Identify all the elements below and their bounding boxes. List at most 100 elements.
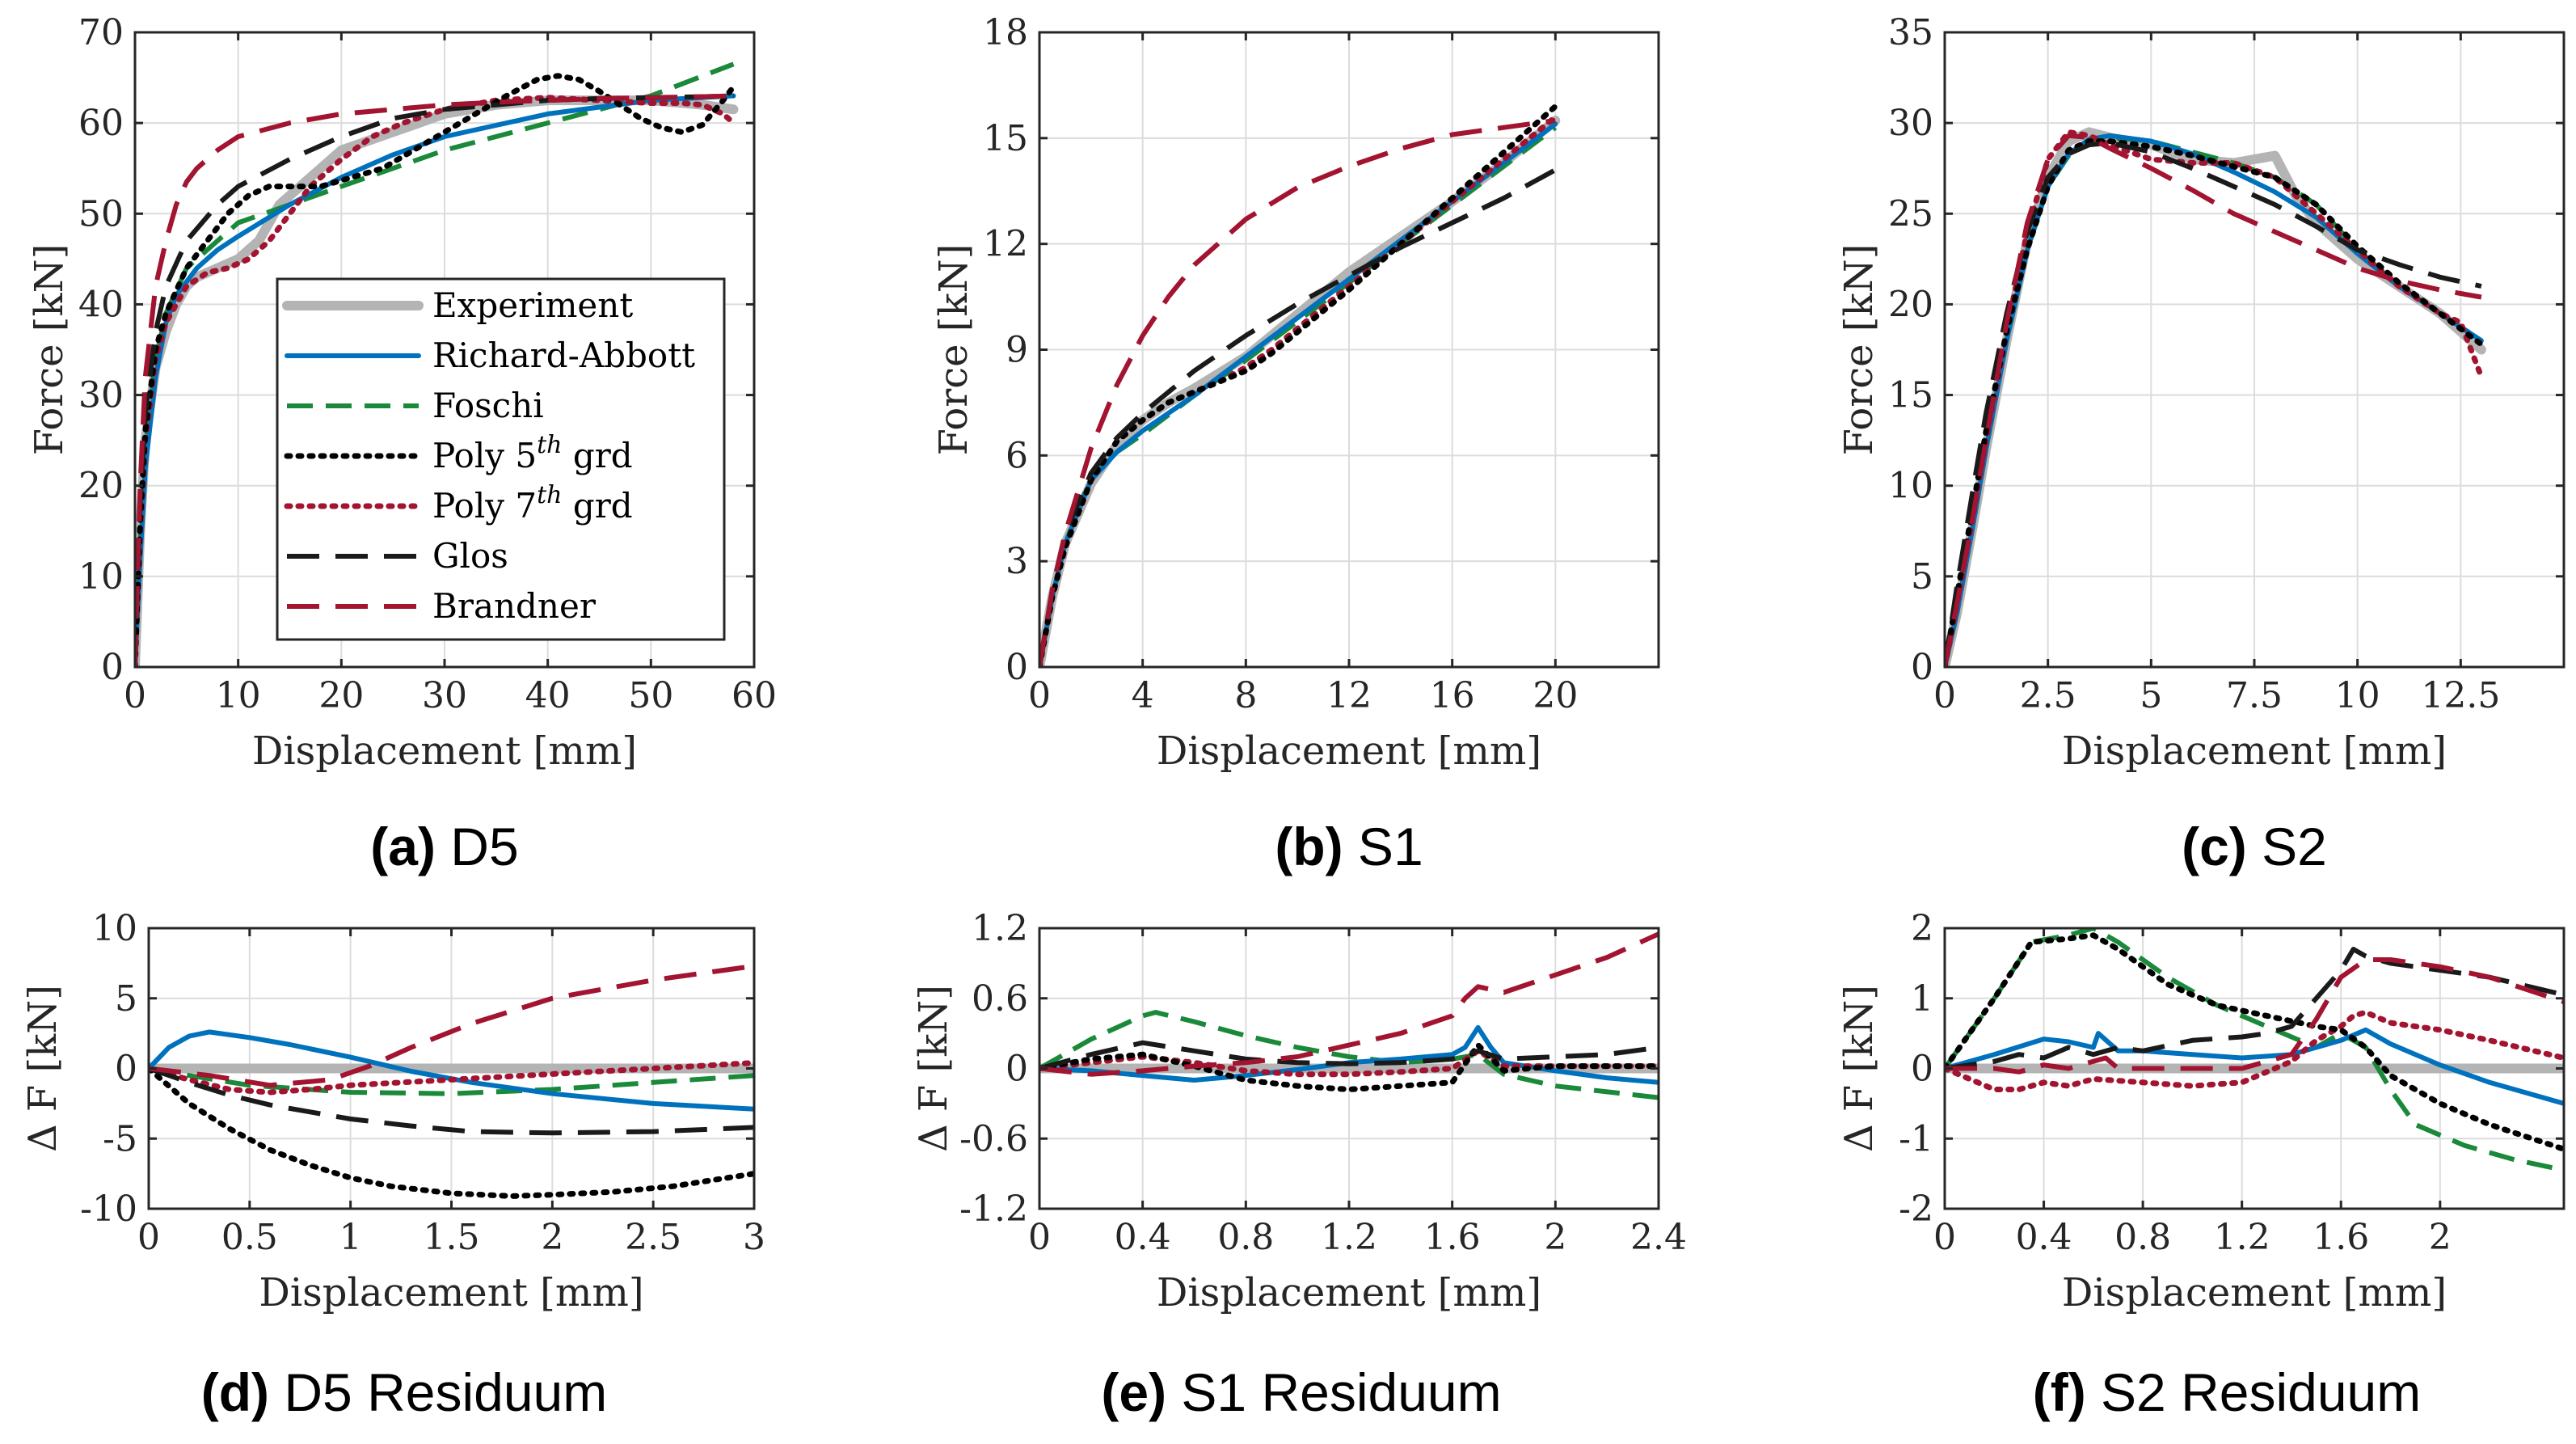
panel-a-d5: 0 10 20 30 40 50 60 0 10 20 30 40 50 60 70 Displacement… bbox=[27, 12, 777, 876]
y-tick-label: 10 bbox=[92, 908, 137, 949]
x-tick-label: 1 bbox=[339, 1217, 362, 1258]
x-tick-label: 1.2 bbox=[2214, 1217, 2270, 1258]
y-tick-label: 25 bbox=[1888, 193, 1933, 234]
series-line-foschi bbox=[149, 1066, 754, 1096]
y-tick-label: 15 bbox=[1888, 375, 1933, 416]
series-line-poly5 bbox=[1945, 138, 2485, 667]
caption-text: S2 bbox=[2247, 817, 2327, 876]
x-axis-label: Displacement [mm] bbox=[1157, 1270, 1541, 1315]
y-tick-label: 1 bbox=[1911, 978, 1933, 1020]
x-tick-label: 0.5 bbox=[221, 1217, 278, 1258]
x-tick-label: 0 bbox=[1933, 1217, 1956, 1258]
y-tick-label: 10 bbox=[78, 556, 124, 597]
x-tick-label: 20 bbox=[318, 675, 364, 716]
x-tick-label: 0 bbox=[1028, 1217, 1051, 1258]
x-axis-label: Displacement [mm] bbox=[252, 728, 637, 774]
series-line-poly5 bbox=[135, 73, 736, 667]
panel-e-s1-residuum: 0 0.4 0.8 1.2 1.6 2 2.4 -1.2 -0.6 0 0.6 1.2 Displace… bbox=[911, 908, 1687, 1422]
y-axis-label: Force [kN] bbox=[1836, 244, 1882, 456]
x-tick-label: 4 bbox=[1132, 675, 1154, 716]
series-line-poly5 bbox=[1945, 932, 2564, 1152]
x-axis-label: Displacement [mm] bbox=[2062, 728, 2447, 774]
y-tick-label: 0 bbox=[1911, 1049, 1933, 1090]
x-tick-label: 2 bbox=[2429, 1217, 2452, 1258]
x-tick-label: 0 bbox=[1028, 675, 1051, 716]
series-line-brandner bbox=[1945, 133, 2482, 667]
caption-text: D5 Residuum bbox=[269, 1362, 607, 1422]
caption-letter: (c) bbox=[2182, 817, 2247, 876]
caption-letter: (a) bbox=[370, 817, 436, 876]
y-tick-label: 18 bbox=[983, 12, 1028, 53]
panel-caption: (c) S2 bbox=[2182, 817, 2327, 876]
series-line-foschi bbox=[1039, 125, 1558, 667]
y-tick-label: 3 bbox=[1006, 541, 1028, 582]
caption-text: S1 bbox=[1343, 817, 1423, 876]
x-tick-label: 3 bbox=[743, 1217, 765, 1258]
x-axis-label: Displacement [mm] bbox=[259, 1270, 643, 1315]
y-tick-label: -0.6 bbox=[959, 1118, 1028, 1159]
x-tick-label: 10 bbox=[2335, 675, 2380, 716]
y-tick-label: 35 bbox=[1888, 12, 1933, 53]
series-line-poly5 bbox=[149, 1066, 754, 1199]
x-tick-label: 2.5 bbox=[625, 1217, 681, 1258]
y-tick-label: 2 bbox=[1911, 908, 1933, 949]
y-tick-label: -5 bbox=[103, 1118, 137, 1159]
series-line-foschi bbox=[1039, 1010, 1659, 1100]
x-tick-label: 20 bbox=[1533, 675, 1578, 716]
x-tick-label: 0 bbox=[1933, 675, 1956, 716]
legend-label-richard-abbott: Richard-Abbott bbox=[432, 336, 695, 375]
series-line-experiment bbox=[1945, 127, 2486, 667]
legend-label-experiment: Experiment bbox=[432, 285, 633, 325]
y-tick-label: 70 bbox=[78, 12, 124, 53]
x-tick-label: 0.8 bbox=[1217, 1217, 1274, 1258]
legend-label-poly5: Poly 5th grd bbox=[432, 431, 633, 475]
series-line-brandner bbox=[1945, 957, 2564, 1075]
x-tick-label: 0.4 bbox=[1115, 1217, 1171, 1258]
legend-label-brandner: Brandner bbox=[432, 586, 597, 626]
panel-f-s2-residuum: 0 0.4 0.8 1.2 1.6 2 -2 -1 0 1 2 Displacement [mm] Δ … bbox=[1836, 908, 2565, 1422]
y-tick-label: 40 bbox=[78, 284, 124, 325]
x-tick-label: 50 bbox=[628, 675, 673, 716]
series-line-foschi bbox=[1945, 135, 2483, 667]
series-group bbox=[1039, 103, 1561, 667]
series-line-glos bbox=[149, 1066, 754, 1136]
y-axis-label: Δ F [kN] bbox=[1836, 985, 1882, 1152]
y-axis-label: Force [kN] bbox=[931, 244, 976, 456]
series-group bbox=[149, 963, 754, 1199]
series-group bbox=[1945, 127, 2486, 667]
x-tick-label: 2.4 bbox=[1630, 1217, 1687, 1258]
series-line-brandner bbox=[1039, 118, 1556, 667]
y-tick-label: 12 bbox=[983, 224, 1028, 265]
y-tick-label: 9 bbox=[1006, 330, 1028, 371]
x-tick-label: 5 bbox=[2140, 675, 2162, 716]
y-tick-label: 15 bbox=[983, 118, 1028, 159]
y-tick-label: 10 bbox=[1888, 466, 1933, 507]
series-line-richard-abbott bbox=[1945, 133, 2484, 667]
panel-caption: (e) S1 Residuum bbox=[1101, 1362, 1501, 1422]
legend-label-poly7: Poly 7th grd bbox=[432, 481, 633, 526]
legend-label-foschi: Foschi bbox=[432, 386, 544, 425]
x-tick-label: 2.5 bbox=[2020, 675, 2076, 716]
legend-label-glos: Glos bbox=[432, 536, 508, 576]
y-axis-label: Δ F [kN] bbox=[20, 985, 65, 1152]
y-tick-label: -1 bbox=[1899, 1118, 1933, 1159]
y-tick-label: 1.2 bbox=[972, 908, 1028, 949]
y-tick-label: 0 bbox=[101, 647, 124, 688]
y-tick-label: 0.6 bbox=[972, 978, 1028, 1020]
series-line-poly7 bbox=[149, 1060, 754, 1096]
legend-box bbox=[276, 277, 726, 641]
series-line-richard-abbott bbox=[149, 1029, 754, 1112]
y-axis-label: Δ F [kN] bbox=[911, 985, 956, 1152]
x-tick-label: 12.5 bbox=[2421, 675, 2500, 716]
series-line-poly7 bbox=[1039, 114, 1558, 667]
series-line-glos bbox=[1945, 140, 2482, 667]
panel-caption: (a) D5 bbox=[370, 817, 518, 876]
caption-text: D5 bbox=[436, 817, 519, 876]
caption-text: S1 Residuum bbox=[1166, 1362, 1502, 1422]
y-axis-label: Force [kN] bbox=[27, 244, 72, 456]
y-tick-label: 50 bbox=[78, 193, 124, 234]
caption-letter: (b) bbox=[1275, 817, 1343, 876]
y-tick-label: 0 bbox=[1006, 647, 1028, 688]
panel-c-s2: 0 2.5 5 7.5 10 12.5 0 5 10 15 20 25 30 35 Displacement… bbox=[1836, 12, 2565, 876]
